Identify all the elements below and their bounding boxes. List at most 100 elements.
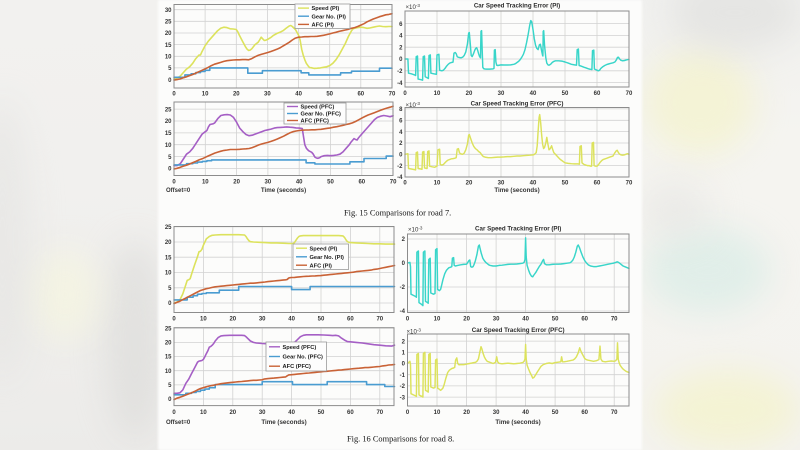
svg-text:0: 0 — [406, 410, 410, 416]
svg-text:60: 60 — [581, 410, 588, 416]
svg-text:20: 20 — [229, 317, 236, 323]
svg-text:-2: -2 — [400, 285, 406, 291]
svg-text:40: 40 — [296, 180, 303, 186]
svg-text:0: 0 — [399, 57, 403, 63]
svg-text:0: 0 — [399, 153, 403, 159]
svg-text:0: 0 — [403, 181, 407, 187]
svg-text:-4: -4 — [397, 81, 403, 87]
svg-text:25: 25 — [165, 225, 172, 231]
svg-text:-3: -3 — [400, 395, 406, 401]
svg-text:Gear No. (PFC): Gear No. (PFC) — [283, 355, 324, 361]
svg-text:15: 15 — [165, 43, 172, 49]
svg-text:4: 4 — [399, 34, 403, 40]
svg-text:10: 10 — [165, 143, 172, 149]
svg-text:0: 0 — [168, 167, 172, 173]
svg-text:25: 25 — [165, 107, 172, 113]
svg-text:20: 20 — [165, 119, 172, 125]
svg-text:70: 70 — [390, 180, 397, 186]
svg-text:50: 50 — [552, 317, 559, 323]
svg-text:70: 70 — [611, 317, 618, 323]
svg-text:25: 25 — [165, 326, 172, 332]
svg-text:20: 20 — [165, 31, 172, 37]
svg-text:-2: -2 — [400, 384, 406, 390]
svg-text:0: 0 — [406, 317, 410, 323]
svg-text:20: 20 — [233, 92, 240, 98]
svg-text:50: 50 — [318, 410, 325, 416]
svg-text:2: 2 — [399, 45, 403, 51]
svg-text:Gear No. (PFC): Gear No. (PFC) — [301, 112, 342, 118]
svg-text:15: 15 — [165, 255, 172, 261]
svg-text:0: 0 — [168, 78, 172, 84]
svg-text:Car Speed Tracking Error (PI): Car Speed Tracking Error (PI) — [474, 3, 560, 10]
svg-text:10: 10 — [202, 92, 209, 98]
svg-text:70: 70 — [376, 410, 383, 416]
svg-text:2: 2 — [402, 237, 406, 243]
svg-text:Speed (PFC): Speed (PFC) — [283, 345, 317, 351]
svg-text:Speed (PFC): Speed (PFC) — [301, 105, 335, 111]
svg-text:50: 50 — [327, 180, 334, 186]
svg-text:15: 15 — [165, 355, 172, 361]
svg-text:Speed (PI): Speed (PI) — [310, 246, 338, 252]
svg-text:20: 20 — [233, 180, 240, 186]
svg-text:10: 10 — [200, 317, 207, 323]
svg-text:-4: -4 — [397, 175, 403, 181]
svg-text:×10-3: ×10-3 — [406, 3, 421, 11]
svg-text:30: 30 — [265, 180, 272, 186]
svg-text:70: 70 — [626, 91, 633, 97]
svg-text:0: 0 — [172, 180, 176, 186]
svg-text:20: 20 — [466, 181, 473, 187]
svg-text:30: 30 — [264, 92, 271, 98]
svg-text:×10-3: ×10-3 — [407, 327, 422, 335]
svg-text:60: 60 — [594, 181, 601, 187]
svg-text:Car Speed Tracking Error (PFC): Car Speed Tracking Error (PFC) — [471, 101, 564, 108]
svg-text:5: 5 — [168, 383, 172, 389]
svg-text:Offset=0: Offset=0 — [166, 420, 191, 426]
svg-text:60: 60 — [594, 91, 601, 97]
svg-text:60: 60 — [358, 180, 365, 186]
svg-text:0: 0 — [402, 261, 406, 267]
svg-text:40: 40 — [522, 317, 529, 323]
svg-text:0: 0 — [168, 397, 172, 403]
svg-text:AFC (PI): AFC (PI) — [310, 263, 333, 269]
svg-text:Fig. 15 Comparisons for road 7: Fig. 15 Comparisons for road 7. — [344, 209, 451, 218]
svg-text:10: 10 — [434, 181, 441, 187]
svg-text:-2: -2 — [397, 69, 403, 75]
svg-text:50: 50 — [318, 317, 325, 323]
svg-text:6: 6 — [399, 118, 403, 124]
svg-text:25: 25 — [165, 20, 172, 26]
svg-text:20: 20 — [463, 317, 470, 323]
svg-text:10: 10 — [434, 317, 441, 323]
svg-text:10: 10 — [165, 369, 172, 375]
svg-text:-2: -2 — [397, 164, 403, 170]
svg-text:Time (seconds): Time (seconds) — [261, 187, 306, 194]
svg-text:5: 5 — [168, 286, 172, 292]
svg-text:5: 5 — [168, 66, 172, 72]
svg-text:0: 0 — [172, 317, 176, 323]
svg-text:70: 70 — [626, 181, 633, 187]
svg-text:Speed (PI): Speed (PI) — [312, 6, 340, 12]
svg-text:8: 8 — [399, 107, 403, 113]
svg-text:70: 70 — [376, 317, 383, 323]
svg-text:0: 0 — [172, 410, 176, 416]
svg-text:20: 20 — [165, 240, 172, 246]
svg-text:0: 0 — [172, 92, 176, 98]
svg-text:30: 30 — [493, 410, 500, 416]
svg-text:60: 60 — [357, 92, 364, 98]
svg-text:10: 10 — [200, 410, 207, 416]
svg-text:5: 5 — [168, 155, 172, 161]
svg-text:70: 70 — [611, 410, 618, 416]
svg-text:0: 0 — [403, 91, 407, 97]
svg-text:-1: -1 — [400, 373, 406, 379]
svg-text:30: 30 — [165, 8, 172, 14]
svg-text:60: 60 — [347, 410, 354, 416]
svg-text:15: 15 — [165, 131, 172, 137]
svg-text:-4: -4 — [400, 309, 406, 315]
svg-text:10: 10 — [202, 180, 209, 186]
svg-text:2: 2 — [402, 339, 406, 345]
svg-text:AFC (PFC): AFC (PFC) — [283, 364, 312, 370]
svg-text:10: 10 — [165, 55, 172, 61]
svg-text:Car Speed Tracking Error (PFC): Car Speed Tracking Error (PFC) — [472, 327, 565, 334]
svg-text:10: 10 — [434, 410, 441, 416]
svg-text:50: 50 — [562, 91, 569, 97]
svg-text:Gear No. (PI): Gear No. (PI) — [312, 14, 347, 20]
